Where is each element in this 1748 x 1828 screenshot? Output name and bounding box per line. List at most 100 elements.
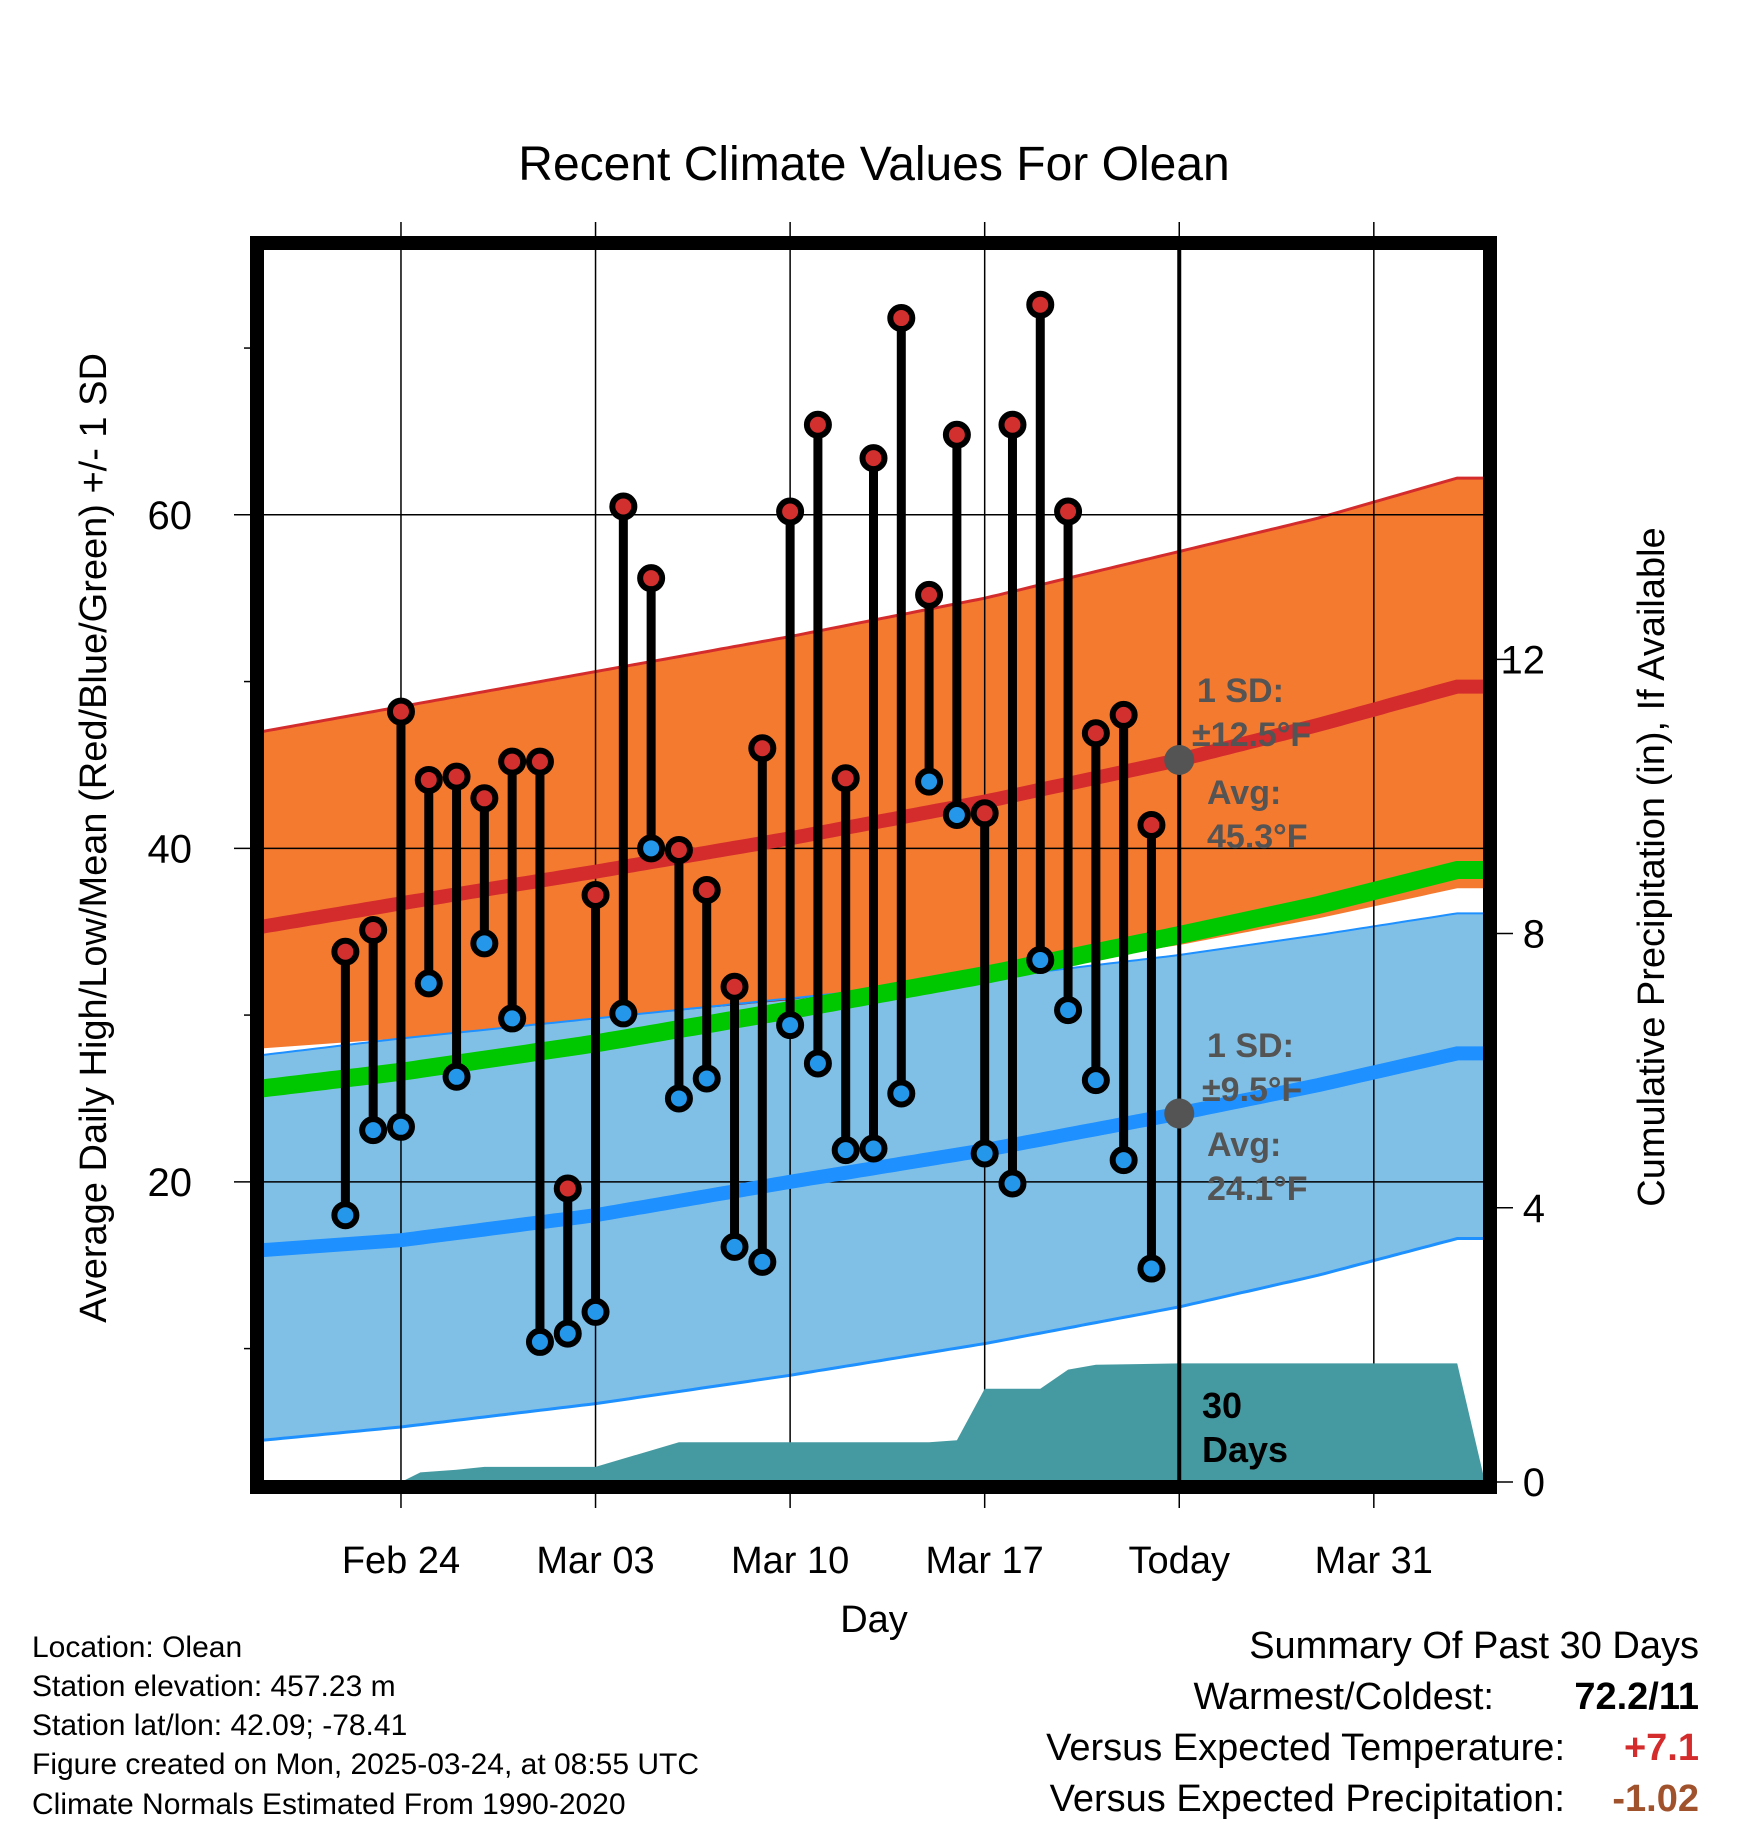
daily-high-point <box>1109 700 1138 729</box>
daily-high-point <box>998 410 1027 439</box>
high-sd-value: ±12.5°F <box>1192 716 1311 754</box>
daily-high-point <box>1137 810 1166 839</box>
daily-low-point <box>998 1169 1027 1198</box>
x-tick-label: Mar 17 <box>926 1540 1044 1582</box>
x-tick-label: Today <box>1129 1540 1230 1582</box>
y2-tick-label: 4 <box>1523 1187 1545 1231</box>
daily-low-point <box>553 1319 582 1348</box>
daily-low-point <box>609 999 638 1028</box>
daily-high-point <box>331 937 360 966</box>
high-avg-value: 45.3°F <box>1207 818 1308 856</box>
summary-temp-value: +7.1 <box>1623 1727 1699 1769</box>
plot-frame <box>250 236 1497 1494</box>
daily-high-point <box>609 492 638 521</box>
daily-high-point <box>803 410 832 439</box>
low-sd-value: ±9.5°F <box>1202 1071 1302 1109</box>
daily-low-point <box>748 1247 777 1276</box>
daily-low-point <box>359 1116 388 1145</box>
daily-high-point <box>970 799 999 828</box>
plot-area: 1 SD: ±12.5°F Avg: 45.3°F 1 SD: ±9.5°F Avg: 24.… <box>262 248 1485 1482</box>
summary-temp-label: Versus Expected Temperature: <box>1046 1727 1565 1769</box>
daily-high-point <box>1054 497 1083 526</box>
daily-high-point <box>581 881 610 910</box>
daily-low-point <box>776 1011 805 1040</box>
y-tick-label: 20 <box>148 1161 193 1205</box>
daily-low-point <box>1081 1066 1110 1095</box>
daily-high-point <box>776 497 805 526</box>
daily-high-point <box>498 747 527 776</box>
daily-high-point <box>414 765 443 794</box>
low-avg-value: 24.1°F <box>1207 1170 1308 1208</box>
daily-high-point <box>748 734 777 763</box>
low-avg-label: Avg: <box>1207 1126 1281 1164</box>
x-tick-label: Mar 03 <box>536 1540 654 1582</box>
daily-high-point <box>887 304 916 333</box>
summary-precip-label: Versus Expected Precipitation: <box>1049 1778 1565 1820</box>
daily-high-point <box>470 784 499 813</box>
daily-low-point <box>831 1136 860 1165</box>
summary-warm-cold-label: Warmest/Coldest: <box>1193 1676 1494 1718</box>
low-sd-label: 1 SD: <box>1207 1027 1294 1065</box>
footer-latlon: Station lat/lon: 42.09; -78.41 <box>32 1709 408 1742</box>
footer-elevation: Station elevation: 457.23 m <box>32 1670 396 1703</box>
daily-low-point <box>803 1049 832 1078</box>
daily-low-point <box>414 969 443 998</box>
daily-low-point <box>915 767 944 796</box>
daily-low-point <box>970 1139 999 1168</box>
daily-high-point <box>664 835 693 864</box>
precip-window-label-days: Days <box>1202 1429 1288 1470</box>
daily-high-point <box>831 764 860 793</box>
daily-high-point <box>359 916 388 945</box>
daily-low-point <box>692 1064 721 1093</box>
low-lower-edge <box>262 1237 1485 1442</box>
daily-high-point <box>637 564 666 593</box>
daily-low-point <box>637 834 666 863</box>
high-sd-label: 1 SD: <box>1197 672 1284 710</box>
y2-tick-label: 0 <box>1523 1461 1545 1505</box>
x-tick-label: Feb 24 <box>342 1540 460 1582</box>
daily-low-point <box>1137 1254 1166 1283</box>
daily-low-point <box>1026 946 1055 975</box>
daily-high-point <box>1081 719 1110 748</box>
daily-low-point <box>331 1201 360 1230</box>
daily-low-point <box>664 1084 693 1113</box>
y-tick-label: 60 <box>148 494 193 538</box>
daily-low-point <box>498 1004 527 1033</box>
y2-axis-label: Cumulative Precipitation (in), If Availa… <box>1631 527 1673 1206</box>
daily-high-point <box>720 972 749 1001</box>
daily-low-point <box>720 1232 749 1261</box>
x-tick-label: Mar 10 <box>731 1540 849 1582</box>
daily-high-point <box>553 1174 582 1203</box>
daily-high-point <box>386 697 415 726</box>
summary-warm-cold-value: 72.2/11 <box>1574 1676 1699 1718</box>
footer-normals: Climate Normals Estimated From 1990-2020 <box>32 1788 626 1821</box>
today-high-avg-marker <box>1164 744 1195 775</box>
daily-low-point <box>525 1327 554 1356</box>
daily-low-point <box>1109 1146 1138 1175</box>
daily-low-point <box>887 1079 916 1108</box>
today-low-avg-marker <box>1164 1098 1195 1129</box>
daily-low-point <box>1054 996 1083 1025</box>
x-axis-label: Day <box>840 1599 908 1641</box>
y-tick-label: 40 <box>148 827 193 871</box>
footer-created: Figure created on Mon, 2025-03-24, at 08… <box>32 1748 700 1781</box>
daily-high-point <box>915 580 944 609</box>
daily-high-point <box>692 876 721 905</box>
daily-low-point <box>386 1112 415 1141</box>
daily-low-point <box>581 1297 610 1326</box>
daily-low-point <box>442 1062 471 1091</box>
daily-high-point <box>442 762 471 791</box>
footer-location: Location: Olean <box>32 1631 243 1664</box>
summary-precip-value: -1.02 <box>1612 1778 1699 1820</box>
daily-high-point <box>525 747 554 776</box>
high-avg-label: Avg: <box>1207 774 1281 812</box>
normal-low-line <box>262 1046 1485 1258</box>
daily-high-point <box>942 420 971 449</box>
y2-tick-label: 8 <box>1523 913 1545 957</box>
precip-window-label-number: 30 <box>1202 1385 1242 1426</box>
x-tick-label: Mar 31 <box>1315 1540 1433 1582</box>
daily-high-point <box>1026 290 1055 319</box>
daily-low-point <box>470 929 499 958</box>
daily-low-point <box>859 1134 888 1163</box>
